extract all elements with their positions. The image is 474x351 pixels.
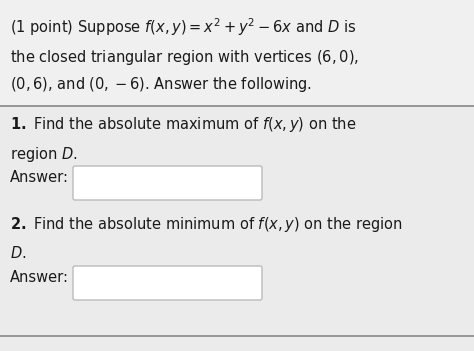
Text: $(0, 6)$, and $(0, -6)$. Answer the following.: $(0, 6)$, and $(0, -6)$. Answer the foll… bbox=[10, 75, 312, 94]
Text: $\mathbf{2.}$ Find the absolute minimum of $f(x, y)$ on the region: $\mathbf{2.}$ Find the absolute minimum … bbox=[10, 215, 403, 234]
Text: $\mathbf{1.}$ Find the absolute maximum of $f(x, y)$ on the: $\mathbf{1.}$ Find the absolute maximum … bbox=[10, 115, 356, 134]
FancyBboxPatch shape bbox=[0, 0, 474, 105]
Text: region $D$.: region $D$. bbox=[10, 145, 78, 164]
Text: (1 point) Suppose $f(x, y) = x^2 + y^2 - 6x$ and $D$ is: (1 point) Suppose $f(x, y) = x^2 + y^2 -… bbox=[10, 16, 356, 38]
Text: $D$.: $D$. bbox=[10, 245, 27, 261]
Text: Answer:: Answer: bbox=[10, 270, 69, 285]
Text: Answer:: Answer: bbox=[10, 170, 69, 185]
Text: the closed triangular region with vertices $(6, 0)$,: the closed triangular region with vertic… bbox=[10, 48, 359, 67]
FancyBboxPatch shape bbox=[73, 166, 262, 200]
FancyBboxPatch shape bbox=[73, 266, 262, 300]
